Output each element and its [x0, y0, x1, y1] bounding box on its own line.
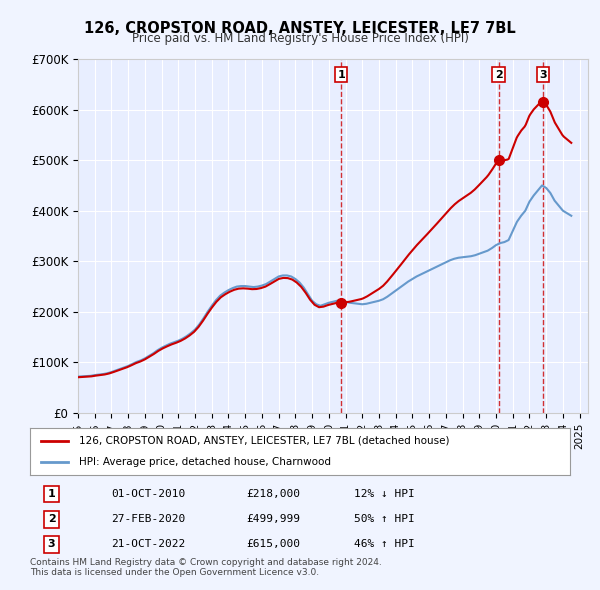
Text: 12% ↓ HPI: 12% ↓ HPI	[354, 489, 415, 499]
Text: 3: 3	[48, 539, 55, 549]
Text: This data is licensed under the Open Government Licence v3.0.: This data is licensed under the Open Gov…	[30, 568, 319, 576]
Text: 3: 3	[539, 70, 547, 80]
Text: 2: 2	[494, 70, 502, 80]
Text: £499,999: £499,999	[246, 514, 300, 524]
Text: 2: 2	[48, 514, 55, 524]
Text: 27-FEB-2020: 27-FEB-2020	[111, 514, 185, 524]
Text: 126, CROPSTON ROAD, ANSTEY, LEICESTER, LE7 7BL (detached house): 126, CROPSTON ROAD, ANSTEY, LEICESTER, L…	[79, 436, 449, 446]
Text: Price paid vs. HM Land Registry's House Price Index (HPI): Price paid vs. HM Land Registry's House …	[131, 32, 469, 45]
Text: Contains HM Land Registry data © Crown copyright and database right 2024.: Contains HM Land Registry data © Crown c…	[30, 558, 382, 566]
Text: 126, CROPSTON ROAD, ANSTEY, LEICESTER, LE7 7BL: 126, CROPSTON ROAD, ANSTEY, LEICESTER, L…	[84, 21, 516, 35]
Text: 01-OCT-2010: 01-OCT-2010	[111, 489, 185, 499]
Text: £218,000: £218,000	[246, 489, 300, 499]
Text: 21-OCT-2022: 21-OCT-2022	[111, 539, 185, 549]
Text: 1: 1	[337, 70, 345, 80]
Text: 1: 1	[48, 489, 55, 499]
Text: HPI: Average price, detached house, Charnwood: HPI: Average price, detached house, Char…	[79, 457, 331, 467]
Text: 50% ↑ HPI: 50% ↑ HPI	[354, 514, 415, 524]
Text: £615,000: £615,000	[246, 539, 300, 549]
Text: 46% ↑ HPI: 46% ↑ HPI	[354, 539, 415, 549]
